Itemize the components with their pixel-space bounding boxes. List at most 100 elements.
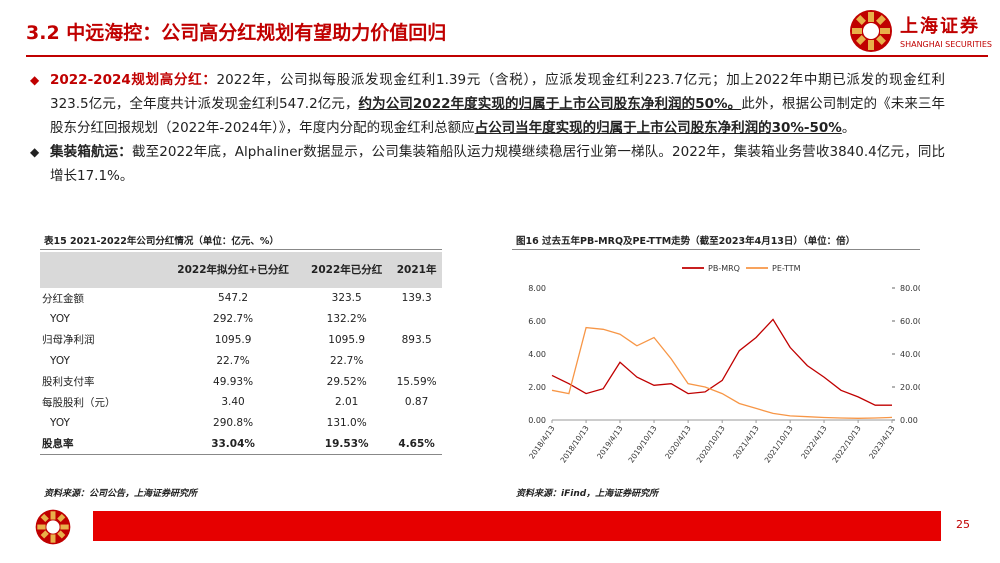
left-y-tick-label: 4.00 bbox=[528, 350, 546, 359]
series-line-pb-mrq bbox=[551, 318, 892, 406]
right-y-tick-label: 60.00 bbox=[900, 317, 920, 326]
page-number: 25 bbox=[956, 518, 970, 531]
right-y-tick-label: 0.00 bbox=[900, 416, 918, 425]
cell: 323.5 bbox=[331, 292, 362, 305]
row-label: 每股股利（元） bbox=[42, 396, 116, 409]
cell: 292.7% bbox=[213, 313, 254, 326]
cell bbox=[391, 413, 442, 434]
table-row: 股利支付率 49.93% 29.52% 15.59% bbox=[40, 371, 442, 392]
chart-caption: 图16 过去五年PB-MRQ及PE-TTM走势（截至2023年4月13日）（单位… bbox=[516, 236, 856, 247]
cell: 893.5 bbox=[401, 333, 432, 346]
cell: 2.01 bbox=[334, 396, 359, 409]
x-tick-label: 2019/4/13 bbox=[595, 424, 625, 461]
x-tick-label: 2019/10/13 bbox=[627, 424, 659, 465]
bullet-1-underline-2: 占公司当年度实现的归属于上市公司股东净利润的30%-50% bbox=[474, 120, 842, 136]
table-header-cell: 2021年 bbox=[391, 252, 442, 288]
footer-bar bbox=[93, 511, 941, 541]
cell: 132.2% bbox=[326, 313, 367, 326]
cell: 33.04% bbox=[164, 433, 303, 456]
series-line-pe-ttm bbox=[551, 326, 893, 419]
bullet-2-label: 集装箱航运： bbox=[50, 144, 132, 160]
table-row: YOY 290.8% 131.0% bbox=[40, 413, 442, 434]
cell: 290.8% bbox=[213, 417, 254, 430]
x-tick-label: 2022/10/13 bbox=[831, 424, 863, 465]
x-tick-label: 2020/4/13 bbox=[663, 424, 693, 461]
cell: 0.87 bbox=[404, 396, 429, 409]
x-tick-label: 2021/4/13 bbox=[731, 424, 761, 461]
chart-source: 资料来源：iFind，上海证券研究所 bbox=[516, 489, 659, 499]
table-source: 资料来源：公司公告，上海证券研究所 bbox=[44, 489, 198, 499]
left-y-tick-label: 8.00 bbox=[528, 284, 546, 293]
table-top-rule bbox=[40, 249, 442, 250]
row-label: YOY bbox=[50, 313, 70, 326]
pb-pe-chart: 0.00 2.00 4.00 6.00 8.00 0.00 20.00 40.00 60.00 8… bbox=[527, 264, 920, 465]
cell: 22.7% bbox=[216, 354, 250, 367]
footer-logo bbox=[34, 508, 72, 546]
table-row: YOY 292.7% 132.2% bbox=[40, 309, 442, 330]
right-y-tick-label: 40.00 bbox=[900, 350, 920, 359]
chart-top-rule bbox=[512, 249, 920, 250]
bullet-list: ◆ 2022-2024规划高分红：2022年，公司拟每股派发现金红利1.39元（… bbox=[30, 68, 945, 188]
cell: 547.2 bbox=[218, 292, 249, 305]
cell: 1095.9 bbox=[214, 333, 252, 346]
table-row: 归母净利润 1095.9 1095.9 893.5 bbox=[40, 330, 442, 351]
cell bbox=[391, 309, 442, 330]
diamond-bullet-icon: ◆ bbox=[30, 145, 40, 159]
company-logo: 上海证券 SHANGHAI SECURITIES bbox=[848, 8, 998, 54]
header-divider bbox=[26, 55, 988, 57]
x-tick-label: 2020/10/13 bbox=[695, 424, 727, 465]
bullet-1-underline-1: 约为公司2022年度实现的归属于上市公司股东净利润的50%。 bbox=[358, 96, 742, 112]
bullet-1-text-2: 此外，根据公司制定的《未来三年股东分红回报规划（2022年-2024年）》，年度… bbox=[50, 96, 946, 136]
cell: 49.93% bbox=[213, 375, 254, 388]
bullet-1-end: 。 bbox=[841, 120, 856, 136]
table-header-row: 2022年拟分红+已分红 2022年已分红 2021年 bbox=[40, 252, 442, 288]
x-tick-label: 2023/4/13 bbox=[867, 424, 897, 461]
cell: 29.52% bbox=[326, 375, 367, 388]
cell: 19.53% bbox=[302, 433, 392, 456]
bullet-1-text-1: 2022年，公司拟每股派发现金红利1.39元（含税），应派发现金红利223.7亿… bbox=[50, 72, 946, 112]
diamond-bullet-icon: ◆ bbox=[30, 73, 40, 87]
right-y-tick-label: 80.00 bbox=[900, 284, 920, 293]
table-row: 股息率 33.04% 19.53% 4.65% bbox=[40, 433, 442, 456]
row-label: 分红金额 bbox=[42, 292, 84, 305]
cell: 139.3 bbox=[401, 292, 432, 305]
bullet-dividend: ◆ 2022-2024规划高分红：2022年，公司拟每股派发现金红利1.39元（… bbox=[30, 68, 945, 140]
cell: 1095.9 bbox=[328, 333, 366, 346]
table-header-cell bbox=[40, 252, 164, 288]
bullet-container: ◆ 集装箱航运：截至2022年底，Alphaliner数据显示，公司集装箱船队运… bbox=[30, 140, 945, 188]
logo-chinese: 上海证券 bbox=[900, 16, 980, 37]
row-label: 股利支付率 bbox=[42, 376, 95, 389]
left-y-tick-label: 0.00 bbox=[528, 416, 546, 425]
right-y-tick-label: 20.00 bbox=[900, 383, 920, 392]
cell: 4.65% bbox=[391, 433, 442, 456]
page-title: 3.2 中远海控：公司高分红规划有望助力价值回归 bbox=[26, 22, 447, 44]
row-label: YOY bbox=[50, 354, 70, 367]
bullet-1-label: 2022-2024规划高分红： bbox=[50, 72, 217, 88]
cell: 3.40 bbox=[221, 396, 245, 409]
bullet-2-text: 截至2022年底，Alphaliner数据显示，公司集装箱船队运力规模继续稳居行… bbox=[50, 144, 946, 184]
legend-label: PB-MRQ bbox=[708, 264, 740, 273]
x-tick-label: 2018/10/13 bbox=[559, 424, 591, 465]
row-label: YOY bbox=[50, 417, 70, 430]
cell: 15.59% bbox=[396, 375, 437, 388]
cell: 22.7% bbox=[329, 354, 364, 367]
cell: 131.0% bbox=[326, 417, 367, 430]
sun-logo-icon bbox=[850, 10, 892, 52]
dividend-table: 2022年拟分红+已分红 2022年已分红 2021年 分红金额 547.2 323… bbox=[40, 252, 442, 456]
left-y-tick-label: 2.00 bbox=[528, 383, 546, 392]
sun-logo-icon bbox=[35, 509, 71, 545]
table-row: 每股股利（元） 3.40 2.01 0.87 bbox=[40, 392, 442, 413]
row-label: 股息率 bbox=[40, 433, 164, 456]
cell bbox=[391, 350, 442, 371]
logo-english: SHANGHAI SECURITIES bbox=[900, 40, 993, 49]
table-row: YOY 22.7% 22.7% bbox=[40, 350, 442, 371]
table-caption: 表15 2021-2022年公司分红情况（单位：亿元、%） bbox=[44, 236, 279, 247]
row-label: 归母净利润 bbox=[42, 334, 95, 347]
x-tick-label: 2021/10/13 bbox=[763, 424, 795, 465]
legend-label: PE-TTM bbox=[772, 264, 801, 273]
table-header-cell: 2022年已分红 bbox=[302, 252, 392, 288]
table-row: 分红金额 547.2 323.5 139.3 bbox=[40, 288, 442, 309]
x-tick-label: 2022/4/13 bbox=[799, 424, 829, 461]
table-header-cell: 2022年拟分红+已分红 bbox=[164, 252, 303, 288]
x-tick-label: 2018/4/13 bbox=[527, 424, 557, 461]
